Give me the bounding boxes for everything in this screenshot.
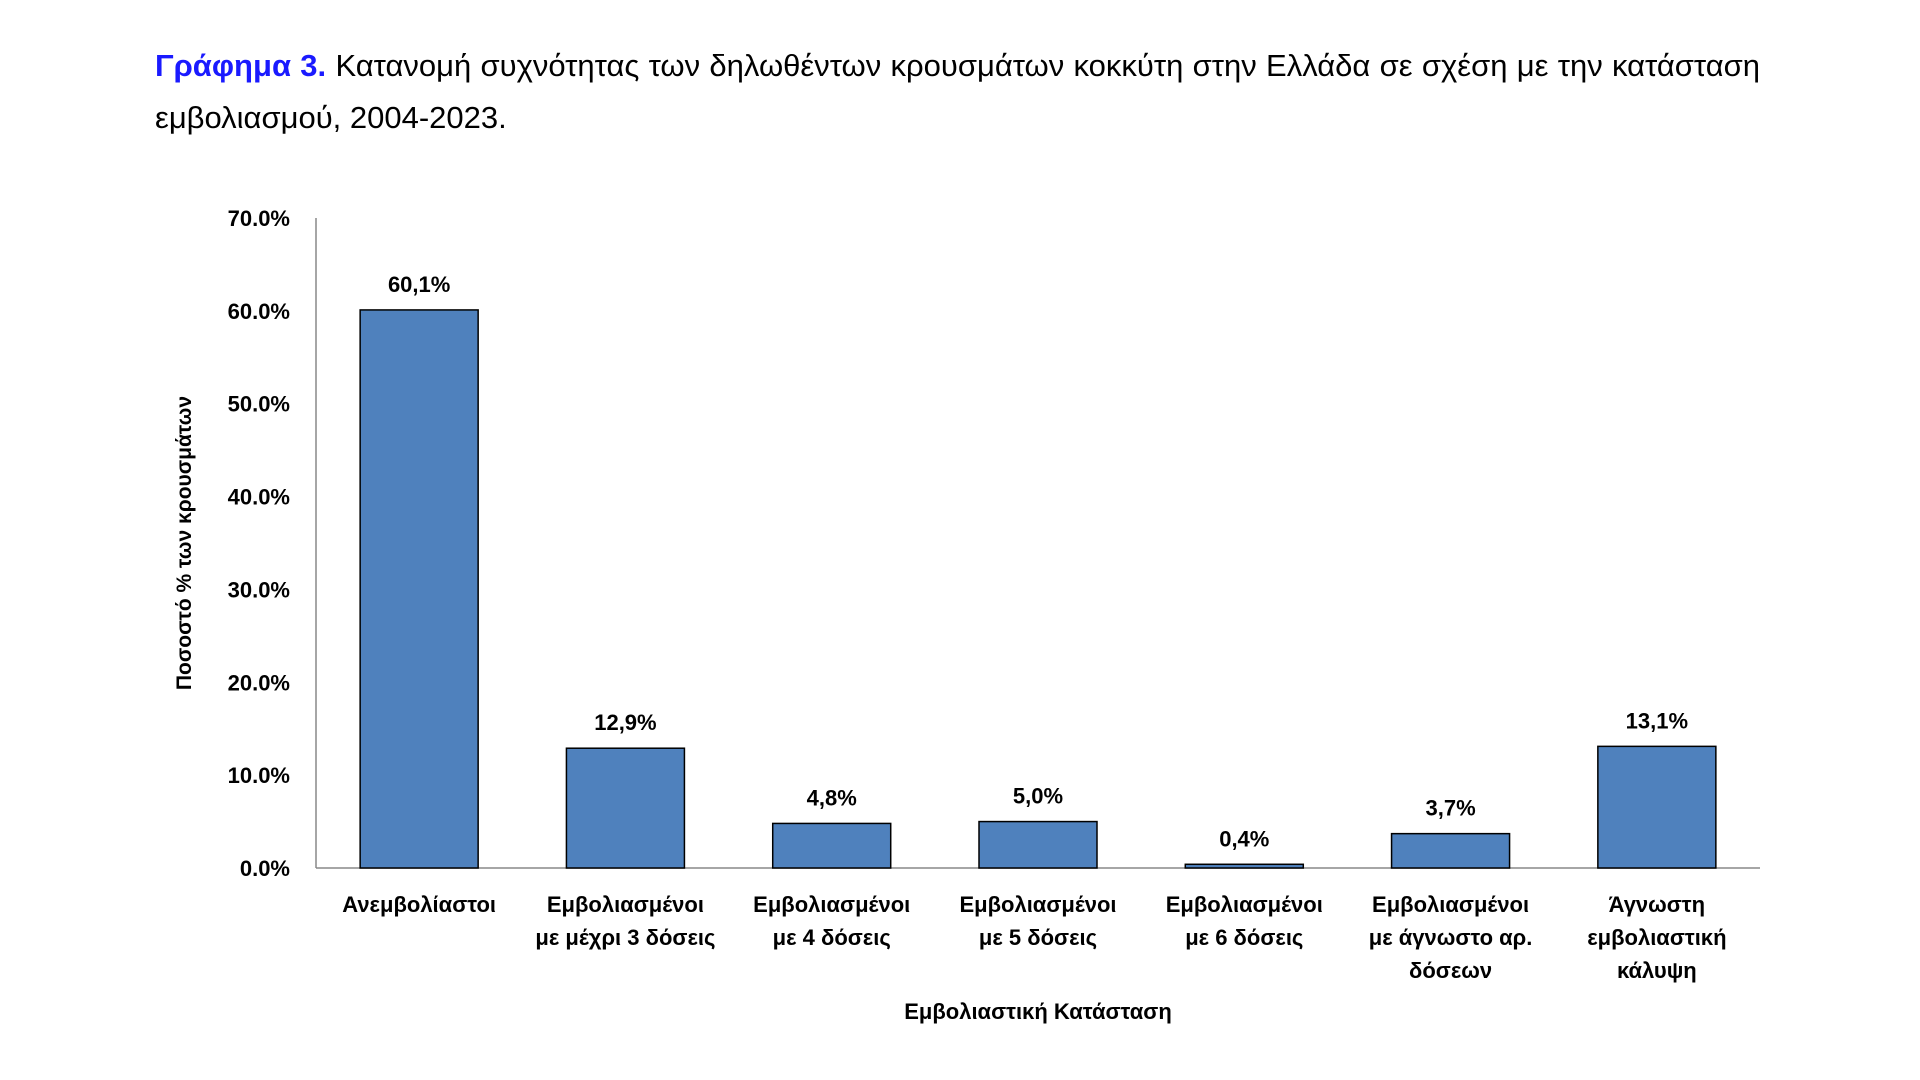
data-label: 13,1%: [1626, 708, 1688, 733]
y-tick-label: 20.0%: [228, 670, 290, 695]
y-tick-label: 40.0%: [228, 485, 290, 510]
y-tick-label: 0.0%: [240, 856, 290, 881]
x-tick-label: Άγνωστη: [1609, 892, 1705, 917]
bar: [771, 822, 892, 869]
x-axis-label: Εμβολιαστική Κατάσταση: [904, 999, 1172, 1024]
data-label: 4,8%: [807, 785, 857, 810]
data-label: 60,1%: [388, 272, 450, 297]
x-tick-label: εμβολιαστική: [1587, 925, 1726, 950]
bar: [1390, 832, 1511, 869]
x-tick-label: Εμβολιασμένοι: [547, 892, 704, 917]
bar: [359, 309, 479, 869]
data-label: 12,9%: [594, 710, 656, 735]
x-tick-label: με 4 δόσεις: [773, 925, 891, 950]
figure-number: Γράφημα 3.: [155, 48, 327, 83]
bar: [565, 747, 686, 869]
x-tick-label: Εμβολιασμένοι: [1166, 892, 1323, 917]
data-label: 3,7%: [1425, 796, 1475, 821]
bar: [1184, 863, 1305, 869]
x-tick-label: με μέχρι 3 δόσεις: [535, 925, 715, 950]
data-label: 5,0%: [1013, 784, 1063, 809]
y-tick-label: 30.0%: [228, 577, 290, 602]
y-tick-label: 10.0%: [228, 763, 290, 788]
x-tick-label: Εμβολιασμένοι: [959, 892, 1116, 917]
x-tick-label: Εμβολιασμένοι: [753, 892, 910, 917]
y-tick-label: 50.0%: [228, 392, 290, 417]
x-tick-label: με 6 δόσεις: [1185, 925, 1303, 950]
x-tick-label: δόσεων: [1409, 958, 1492, 983]
x-tick-label: Ανεμβολίαστοι: [342, 892, 496, 917]
chart-title: Γράφημα 3. Κατανομή συχνότητας των δηλωθ…: [155, 40, 1760, 144]
x-tick-label: με 5 δόσεις: [979, 925, 1097, 950]
y-tick-label: 70.0%: [228, 206, 290, 231]
y-tick-label: 60.0%: [228, 299, 290, 324]
x-tick-label: κάλυψη: [1617, 958, 1697, 983]
x-tick-label: Εμβολιασμένοι: [1372, 892, 1529, 917]
figure-caption: Κατανομή συχνότητας των δηλωθέντων κρουσ…: [155, 48, 1760, 135]
data-label: 0,4%: [1219, 826, 1269, 851]
bar: [1597, 745, 1717, 869]
y-axis-label: Ποσοστό % των κρουσμάτων: [173, 396, 196, 690]
bar: [978, 820, 1098, 869]
x-tick-label: με άγνωστο αρ.: [1369, 925, 1533, 950]
